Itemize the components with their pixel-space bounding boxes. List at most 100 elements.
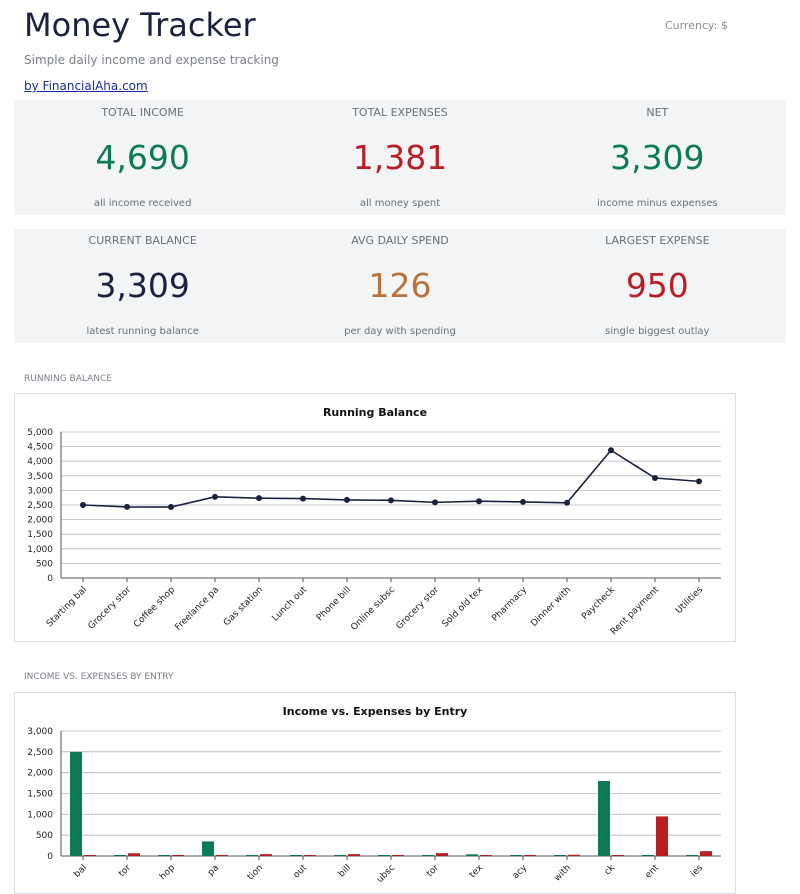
income-bar [290,855,302,856]
y-tick-label: 2,500 [27,748,53,758]
summary-card-caption: all income received [93,198,192,209]
y-tick-label: 1,000 [27,545,53,555]
x-tick-label: hop [158,863,177,882]
x-tick-label: Pharmacy [490,585,529,624]
summary-card-label: TOTAL EXPENSES [352,106,448,119]
income-bar [598,781,610,856]
currency-label: Currency: $ [665,19,728,32]
section-title-running-balance: RUNNING BALANCE [24,374,112,384]
x-tick-label: acy [511,863,530,882]
x-tick-label: Freelance pa [173,585,221,633]
y-tick-label: 1,000 [27,810,53,820]
expense-bar [524,854,536,856]
income-bar [554,855,566,856]
x-tick-label: ies [689,863,705,879]
y-tick-label: 5,000 [27,428,53,438]
summary-card-value: 126 [368,266,432,305]
data-point [696,478,702,485]
data-point [300,495,306,502]
x-tick-label: Grocery stor [395,585,442,632]
x-tick-label: Coffee shop [132,585,177,630]
x-tick-label: Online subsc [349,585,397,633]
expense-bar [656,816,668,856]
summary-card-caption: latest running balance [86,326,199,337]
summary-card: TOTAL EXPENSES 1,381 all money spent [271,100,528,215]
income-bar [466,854,478,856]
x-tick-label: tor [117,863,133,879]
y-tick-label: 4,000 [27,457,53,467]
data-point [168,504,174,511]
expense-bar [84,855,96,856]
x-tick-label: Gas station [222,585,265,628]
summary-card-label: LARGEST EXPENSE [605,234,710,247]
y-tick-label: 0 [47,852,53,862]
x-tick-label: Phone bill [315,585,353,623]
summary-card-label: TOTAL INCOME [101,106,184,119]
y-tick-label: 1,500 [27,790,53,800]
income-bar [642,855,654,856]
summary-card: NET 3,309 income minus expenses [529,100,786,215]
income-bar [202,841,214,856]
data-point [608,447,614,454]
summary-card-value: 1,381 [352,138,448,177]
expense-bar [612,855,624,856]
summary-card-caption: single biggest outlay [605,326,710,337]
income-bar [70,751,82,856]
section-title-income-expenses: INCOME VS. EXPENSES BY ENTRY [24,672,174,682]
summary-card: TOTAL INCOME 4,690 all income received [14,100,271,215]
data-point [652,474,658,481]
income-bar [686,855,698,856]
summary-card: LARGEST EXPENSE 950 single biggest outlay [529,229,786,343]
expense-bar [172,855,184,856]
expense-bar [436,853,448,856]
y-tick-label: 500 [36,559,53,569]
x-tick-label: ck [603,863,618,878]
x-tick-label: Grocery stor [87,585,134,632]
x-tick-label: tion [246,863,265,882]
summary-card: CURRENT BALANCE 3,309 latest running balan… [14,229,271,343]
x-tick-label: with [553,863,574,884]
data-point [432,499,438,506]
expense-bar [304,855,316,856]
income-bar [510,855,522,856]
x-tick-label: out [292,863,310,881]
summary-card-label: NET [646,106,669,119]
y-tick-label: 1,500 [27,530,53,540]
page-title: Money Tracker [24,6,256,44]
income-expenses-chart-card: Income vs. Expenses by Entry 0 500 1,000 1,5… [14,692,736,894]
x-tick-label: Lunch out [271,585,310,624]
expense-bar [700,851,712,856]
income-bar [378,855,390,856]
chart-title: Running Balance [323,406,427,419]
y-tick-label: 3,000 [27,727,53,737]
summary-card-value: 3,309 [610,138,705,177]
x-tick-label: tor [425,863,441,879]
data-point [124,503,130,510]
x-tick-label: Rent payment [609,585,661,637]
summary-card-value: 3,309 [95,266,190,305]
summary-card-caption: income minus expenses [596,198,718,209]
data-point [256,495,262,502]
x-tick-label: bal [72,863,89,880]
data-point [388,497,394,504]
expense-bar [568,854,580,856]
summary-card-caption: all money spent [359,198,441,209]
x-tick-label: ubsc [375,863,397,885]
summary-card-label: CURRENT BALANCE [88,234,197,247]
summary-card: AVG DAILY SPEND 126 per day with spending [271,229,528,343]
summary-row-1: TOTAL INCOME 4,690 all income received TOTA… [14,100,786,215]
x-tick-label: Dinner with [529,585,573,629]
x-tick-label: Utilities [674,585,705,616]
y-tick-label: 2,500 [27,501,53,511]
income-bar [422,855,434,856]
byline-link[interactable]: by FinancialAha.com [24,79,148,93]
expense-bar [260,854,272,856]
running-balance-chart: Running Balance 0 500 1,000 1,500 2,000 2,500 3… [27,406,721,637]
running-balance-chart-card: Running Balance 0 500 1,000 1,500 2,000 2,500 3… [14,393,736,642]
y-tick-label: 3,500 [27,472,53,482]
y-tick-label: 3,000 [27,486,53,496]
data-point [564,499,570,506]
page-subtitle: Simple daily income and expense tracking [24,53,279,67]
x-tick-label: tex [468,863,486,881]
chart-title: Income vs. Expenses by Entry [283,705,468,718]
